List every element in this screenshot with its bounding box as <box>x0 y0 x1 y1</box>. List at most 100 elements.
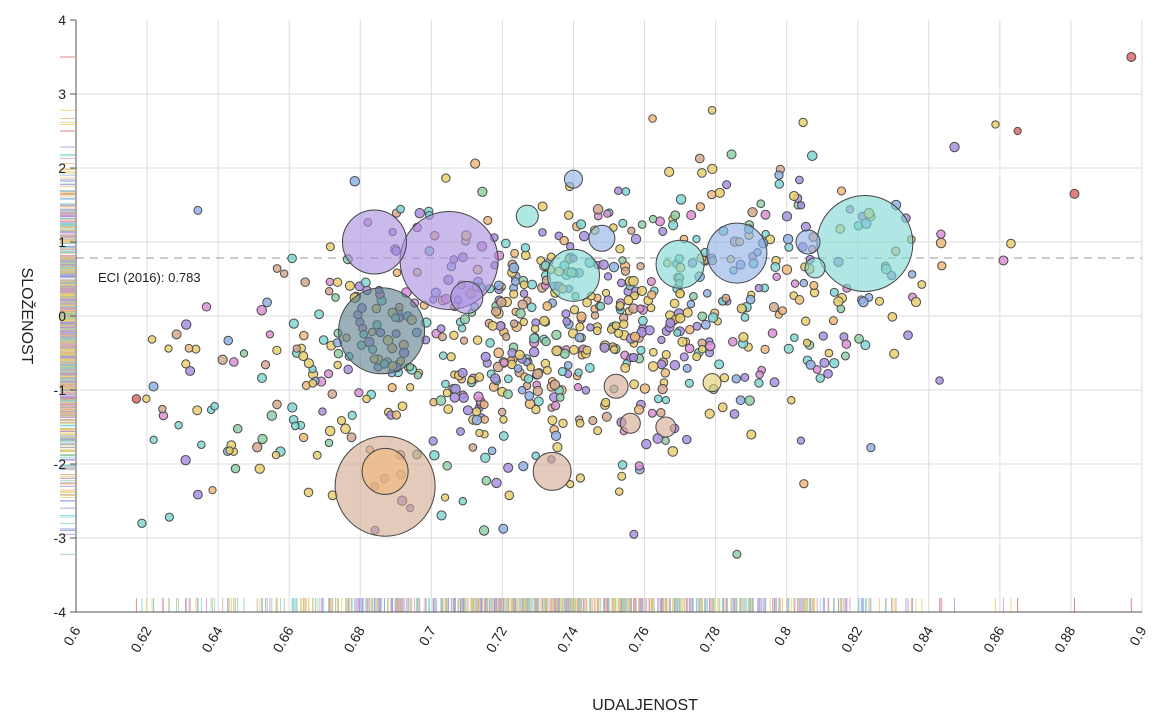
data-point[interactable] <box>513 364 523 373</box>
data-point[interactable] <box>480 351 491 362</box>
data-point[interactable] <box>590 311 600 320</box>
data-point[interactable] <box>576 219 587 230</box>
data-point[interactable] <box>564 210 574 220</box>
data-point[interactable] <box>646 276 656 286</box>
data-point[interactable] <box>491 306 502 317</box>
data-point[interactable] <box>561 309 571 319</box>
data-point[interactable] <box>707 312 719 323</box>
data-point[interactable] <box>181 359 191 369</box>
data-point[interactable] <box>509 289 519 299</box>
data-point[interactable] <box>257 433 268 445</box>
data-point[interactable] <box>510 248 519 258</box>
data-point[interactable] <box>615 244 625 254</box>
data-point[interactable] <box>438 351 448 360</box>
data-point[interactable] <box>260 360 271 370</box>
data-point[interactable] <box>675 313 686 324</box>
data-point[interactable] <box>601 397 611 408</box>
data-point[interactable] <box>475 428 484 438</box>
data-point[interactable] <box>754 283 764 293</box>
data-point[interactable] <box>707 105 717 115</box>
data-point[interactable] <box>272 345 282 356</box>
data-point[interactable] <box>392 268 402 277</box>
data-point[interactable] <box>656 359 667 370</box>
data-point[interactable] <box>692 352 702 362</box>
data-point[interactable] <box>300 277 310 287</box>
data-point[interactable] <box>479 400 489 410</box>
data-point[interactable] <box>796 436 806 445</box>
data-point[interactable] <box>450 383 461 395</box>
data-point[interactable] <box>441 379 450 389</box>
data-point[interactable] <box>812 365 822 374</box>
data-point[interactable] <box>936 229 946 239</box>
data-point[interactable] <box>223 335 234 346</box>
data-point[interactable] <box>593 426 603 436</box>
data-point[interactable] <box>279 269 289 278</box>
data-point[interactable] <box>802 338 812 347</box>
data-point[interactable] <box>148 381 159 392</box>
data-point[interactable] <box>636 285 648 296</box>
data-point[interactable] <box>171 329 182 340</box>
data-point[interactable] <box>809 280 819 291</box>
data-point[interactable] <box>391 410 402 420</box>
data-point[interactable] <box>794 295 805 305</box>
data-point[interactable] <box>192 405 203 416</box>
data-point[interactable] <box>517 299 528 310</box>
data-point[interactable] <box>937 261 947 271</box>
data-point[interactable] <box>550 401 561 411</box>
data-point[interactable] <box>611 321 621 331</box>
data-point[interactable] <box>682 363 692 373</box>
data-point[interactable] <box>511 277 520 286</box>
data-point[interactable] <box>767 328 778 339</box>
data-point[interactable] <box>529 333 540 344</box>
data-point[interactable] <box>628 352 639 363</box>
data-point[interactable] <box>526 302 537 313</box>
data-point[interactable] <box>308 378 318 388</box>
data-point[interactable] <box>657 383 668 395</box>
bubble[interactable] <box>655 239 705 289</box>
data-point[interactable] <box>608 261 620 273</box>
data-point[interactable] <box>667 220 679 231</box>
bubble[interactable] <box>795 229 821 255</box>
data-point[interactable] <box>576 311 587 322</box>
data-point[interactable] <box>265 330 275 339</box>
data-point[interactable] <box>496 297 507 308</box>
data-point[interactable] <box>636 345 646 355</box>
data-point[interactable] <box>524 391 535 401</box>
data-point[interactable] <box>312 450 322 460</box>
data-point[interactable] <box>208 486 217 495</box>
data-point[interactable] <box>784 242 794 252</box>
data-point[interactable] <box>324 286 334 296</box>
data-point[interactable] <box>201 302 212 312</box>
data-point[interactable] <box>661 436 670 445</box>
data-point[interactable] <box>664 166 675 177</box>
data-point[interactable] <box>332 277 343 287</box>
data-point[interactable] <box>531 405 541 415</box>
data-point[interactable] <box>185 365 196 376</box>
data-point[interactable] <box>670 210 681 221</box>
data-point[interactable] <box>746 429 757 440</box>
data-point[interactable] <box>539 315 550 327</box>
data-point[interactable] <box>634 461 644 471</box>
data-point[interactable] <box>184 343 194 353</box>
data-point[interactable] <box>271 450 281 460</box>
data-point[interactable] <box>1126 52 1137 62</box>
data-point[interactable] <box>520 243 531 253</box>
data-point[interactable] <box>754 378 764 388</box>
data-point[interactable] <box>473 391 484 402</box>
data-point[interactable] <box>646 303 656 313</box>
data-point[interactable] <box>991 120 1000 129</box>
data-point[interactable] <box>532 385 543 397</box>
data-point[interactable] <box>797 201 806 210</box>
data-point[interactable] <box>503 462 514 473</box>
data-point[interactable] <box>324 425 336 437</box>
data-point[interactable] <box>614 487 624 496</box>
data-point[interactable] <box>675 194 687 205</box>
data-point[interactable] <box>682 434 692 445</box>
data-point[interactable] <box>287 253 297 264</box>
data-point[interactable] <box>614 328 624 338</box>
data-point[interactable] <box>599 342 610 353</box>
data-point[interactable] <box>340 423 351 435</box>
data-point[interactable] <box>354 388 364 398</box>
data-point[interactable] <box>575 322 585 332</box>
bubble[interactable] <box>816 194 914 292</box>
